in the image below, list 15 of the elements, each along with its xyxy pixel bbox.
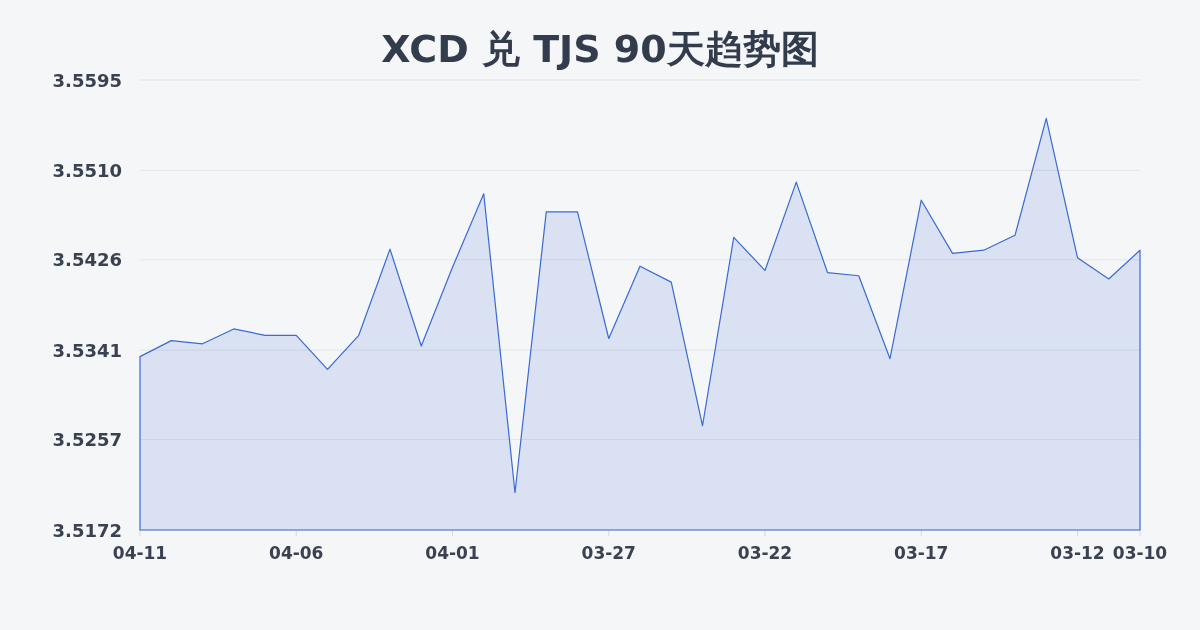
x-tick-label: 04-11 (112, 543, 168, 563)
y-tick-label: 3.5595 (52, 69, 122, 91)
y-tick-label: 3.5172 (52, 519, 122, 541)
x-tick-label: 04-01 (425, 543, 480, 563)
y-tick-label: 3.5257 (52, 429, 122, 451)
chart-title: XCD 兑 TJS 90天趋势图 (381, 27, 819, 71)
x-tick-label: 03-12 (1050, 543, 1105, 563)
x-tick-label: 04-06 (269, 543, 324, 563)
x-tick-label: 03-22 (737, 543, 793, 563)
y-tick-label: 3.5341 (52, 339, 122, 361)
y-tick-label: 3.5426 (52, 249, 122, 271)
x-tick-label: 03-17 (894, 543, 949, 563)
x-tick-label: 03-27 (581, 543, 636, 563)
x-tick-label: 03-10 (1112, 543, 1168, 563)
y-tick-label: 3.5510 (52, 159, 122, 181)
